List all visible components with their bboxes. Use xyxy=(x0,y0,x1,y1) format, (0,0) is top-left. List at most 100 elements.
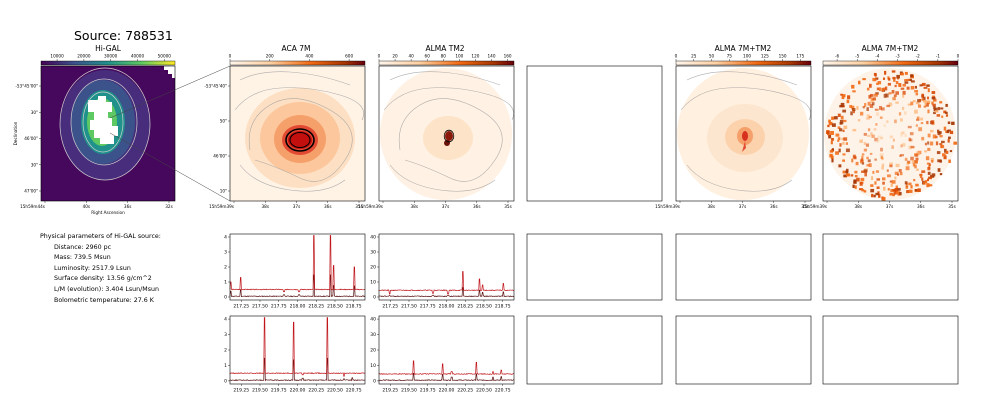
noise-pixel xyxy=(917,104,922,108)
noise-pixel xyxy=(881,166,884,170)
noise-pixel xyxy=(846,173,850,176)
noise-pixel xyxy=(909,138,913,142)
y-tick-label: 50" xyxy=(220,119,227,124)
noise-pixel xyxy=(898,112,902,116)
noise-pixel xyxy=(931,160,934,163)
noise-pixel xyxy=(871,98,874,101)
higal-frame xyxy=(40,65,176,202)
noise-pixel xyxy=(927,147,931,151)
noise-pixel xyxy=(921,98,924,101)
noise-pixel xyxy=(944,148,947,153)
y-tick-label: 4 xyxy=(224,235,227,241)
colorbar-tick-label: 25 xyxy=(691,54,697,59)
noise-pixel xyxy=(916,118,920,121)
noise-pixel xyxy=(951,121,955,125)
noise-pixel xyxy=(906,190,910,194)
x-tick-label: 38s xyxy=(854,204,862,209)
x-tick-label: 220.25 xyxy=(457,388,473,394)
y-tick-label: 10 xyxy=(370,280,376,286)
noise-pixel xyxy=(870,184,874,187)
spectrum-trace-lower xyxy=(229,357,366,382)
colorbar-tick-label: 0 xyxy=(957,54,960,59)
noise-pixel xyxy=(892,138,895,142)
noise-pixel xyxy=(893,191,897,195)
noise-pixel xyxy=(866,107,869,112)
noise-pixel xyxy=(921,170,926,173)
noise-pixel xyxy=(933,111,936,115)
noise-pixel xyxy=(853,180,857,184)
noise-pixel xyxy=(893,94,897,98)
noise-pixel xyxy=(879,153,884,157)
noise-pixel xyxy=(846,99,850,104)
colorbar-tick-label: 20000 xyxy=(77,54,91,59)
noise-pixel xyxy=(873,128,877,131)
almacomb1-axes: 15h59m39s 38s 37s 36s 35s xyxy=(655,201,809,209)
noise-pixel xyxy=(845,142,849,145)
noise-pixel xyxy=(837,126,841,129)
noise-pixel xyxy=(910,85,915,90)
y-tick-label: 40 xyxy=(370,317,376,323)
noise-pixel xyxy=(895,91,899,95)
noise-pixel xyxy=(915,101,920,105)
noise-pixel xyxy=(947,121,951,125)
noise-pixel xyxy=(914,160,918,164)
y-tick-label: 30" xyxy=(31,110,38,115)
spectrum-trace-lower xyxy=(229,274,366,298)
almatm2-frame xyxy=(378,65,515,202)
noise-pixel xyxy=(949,130,954,135)
noise-pixel xyxy=(918,127,923,132)
noise-pixel xyxy=(921,82,926,86)
x-tick-label: 38s xyxy=(707,204,715,209)
colorbar-tick-label: 100 xyxy=(743,54,751,59)
noise-pixel xyxy=(904,71,908,75)
noise-pixel xyxy=(946,130,950,134)
empty-spectrum-r1c5 xyxy=(822,233,959,301)
noise-pixel xyxy=(843,119,847,123)
colorbar-tick-label: -2 xyxy=(916,54,921,59)
noise-pixel xyxy=(852,128,857,132)
noise-pixel xyxy=(923,181,926,185)
colorbar-tick-label: 0 xyxy=(675,54,678,59)
noise-pixel xyxy=(928,163,931,167)
noise-pixel xyxy=(895,163,900,168)
noise-pixel xyxy=(868,115,872,119)
x-tick-label: 219.75 xyxy=(420,388,436,394)
noise-pixel xyxy=(891,180,896,184)
param-bolometric-temperature: Bolometric temperature: 27.6 K xyxy=(54,296,154,304)
noise-pixel xyxy=(921,93,924,98)
x-tick-label: 40s xyxy=(83,204,91,209)
x-tick-label: 219.25 xyxy=(233,388,249,394)
noise-pixel xyxy=(861,162,865,165)
noise-pixel xyxy=(837,113,841,117)
noise-pixel xyxy=(931,120,935,124)
noise-pixel xyxy=(840,93,843,96)
x-tick-label: 37s xyxy=(739,204,747,209)
spectrum-trace-upper xyxy=(378,360,515,375)
colorbar-tick-label: 50 xyxy=(709,54,715,59)
noise-pixel xyxy=(827,124,830,128)
noise-pixel xyxy=(902,94,905,98)
noise-pixel xyxy=(942,153,946,157)
noise-pixel xyxy=(842,153,846,156)
noise-pixel xyxy=(863,190,867,193)
noise-pixel xyxy=(882,77,886,80)
aca7m-image xyxy=(230,66,365,201)
noise-pixel xyxy=(927,167,931,171)
y-tick-label: 0 xyxy=(373,295,376,301)
noise-pixel xyxy=(930,157,934,162)
noise-pixel xyxy=(854,170,858,174)
noise-pixel xyxy=(829,153,833,158)
colorbar-tick-label: 40000 xyxy=(131,54,145,59)
noise-pixel xyxy=(908,145,912,150)
noise-pixel xyxy=(892,193,895,197)
almacomb1-image xyxy=(676,66,811,201)
colorbar-tick-label: 100 xyxy=(455,54,463,59)
almacomb2-image xyxy=(823,66,958,201)
noise-pixel xyxy=(878,193,881,198)
noise-pixel xyxy=(881,197,886,201)
y-tick-label: 2 xyxy=(224,265,227,271)
noise-pixel xyxy=(910,74,914,78)
noise-pixel xyxy=(915,92,919,96)
noise-pixel xyxy=(866,87,870,91)
y-tick-label: 46'00" xyxy=(24,136,38,141)
